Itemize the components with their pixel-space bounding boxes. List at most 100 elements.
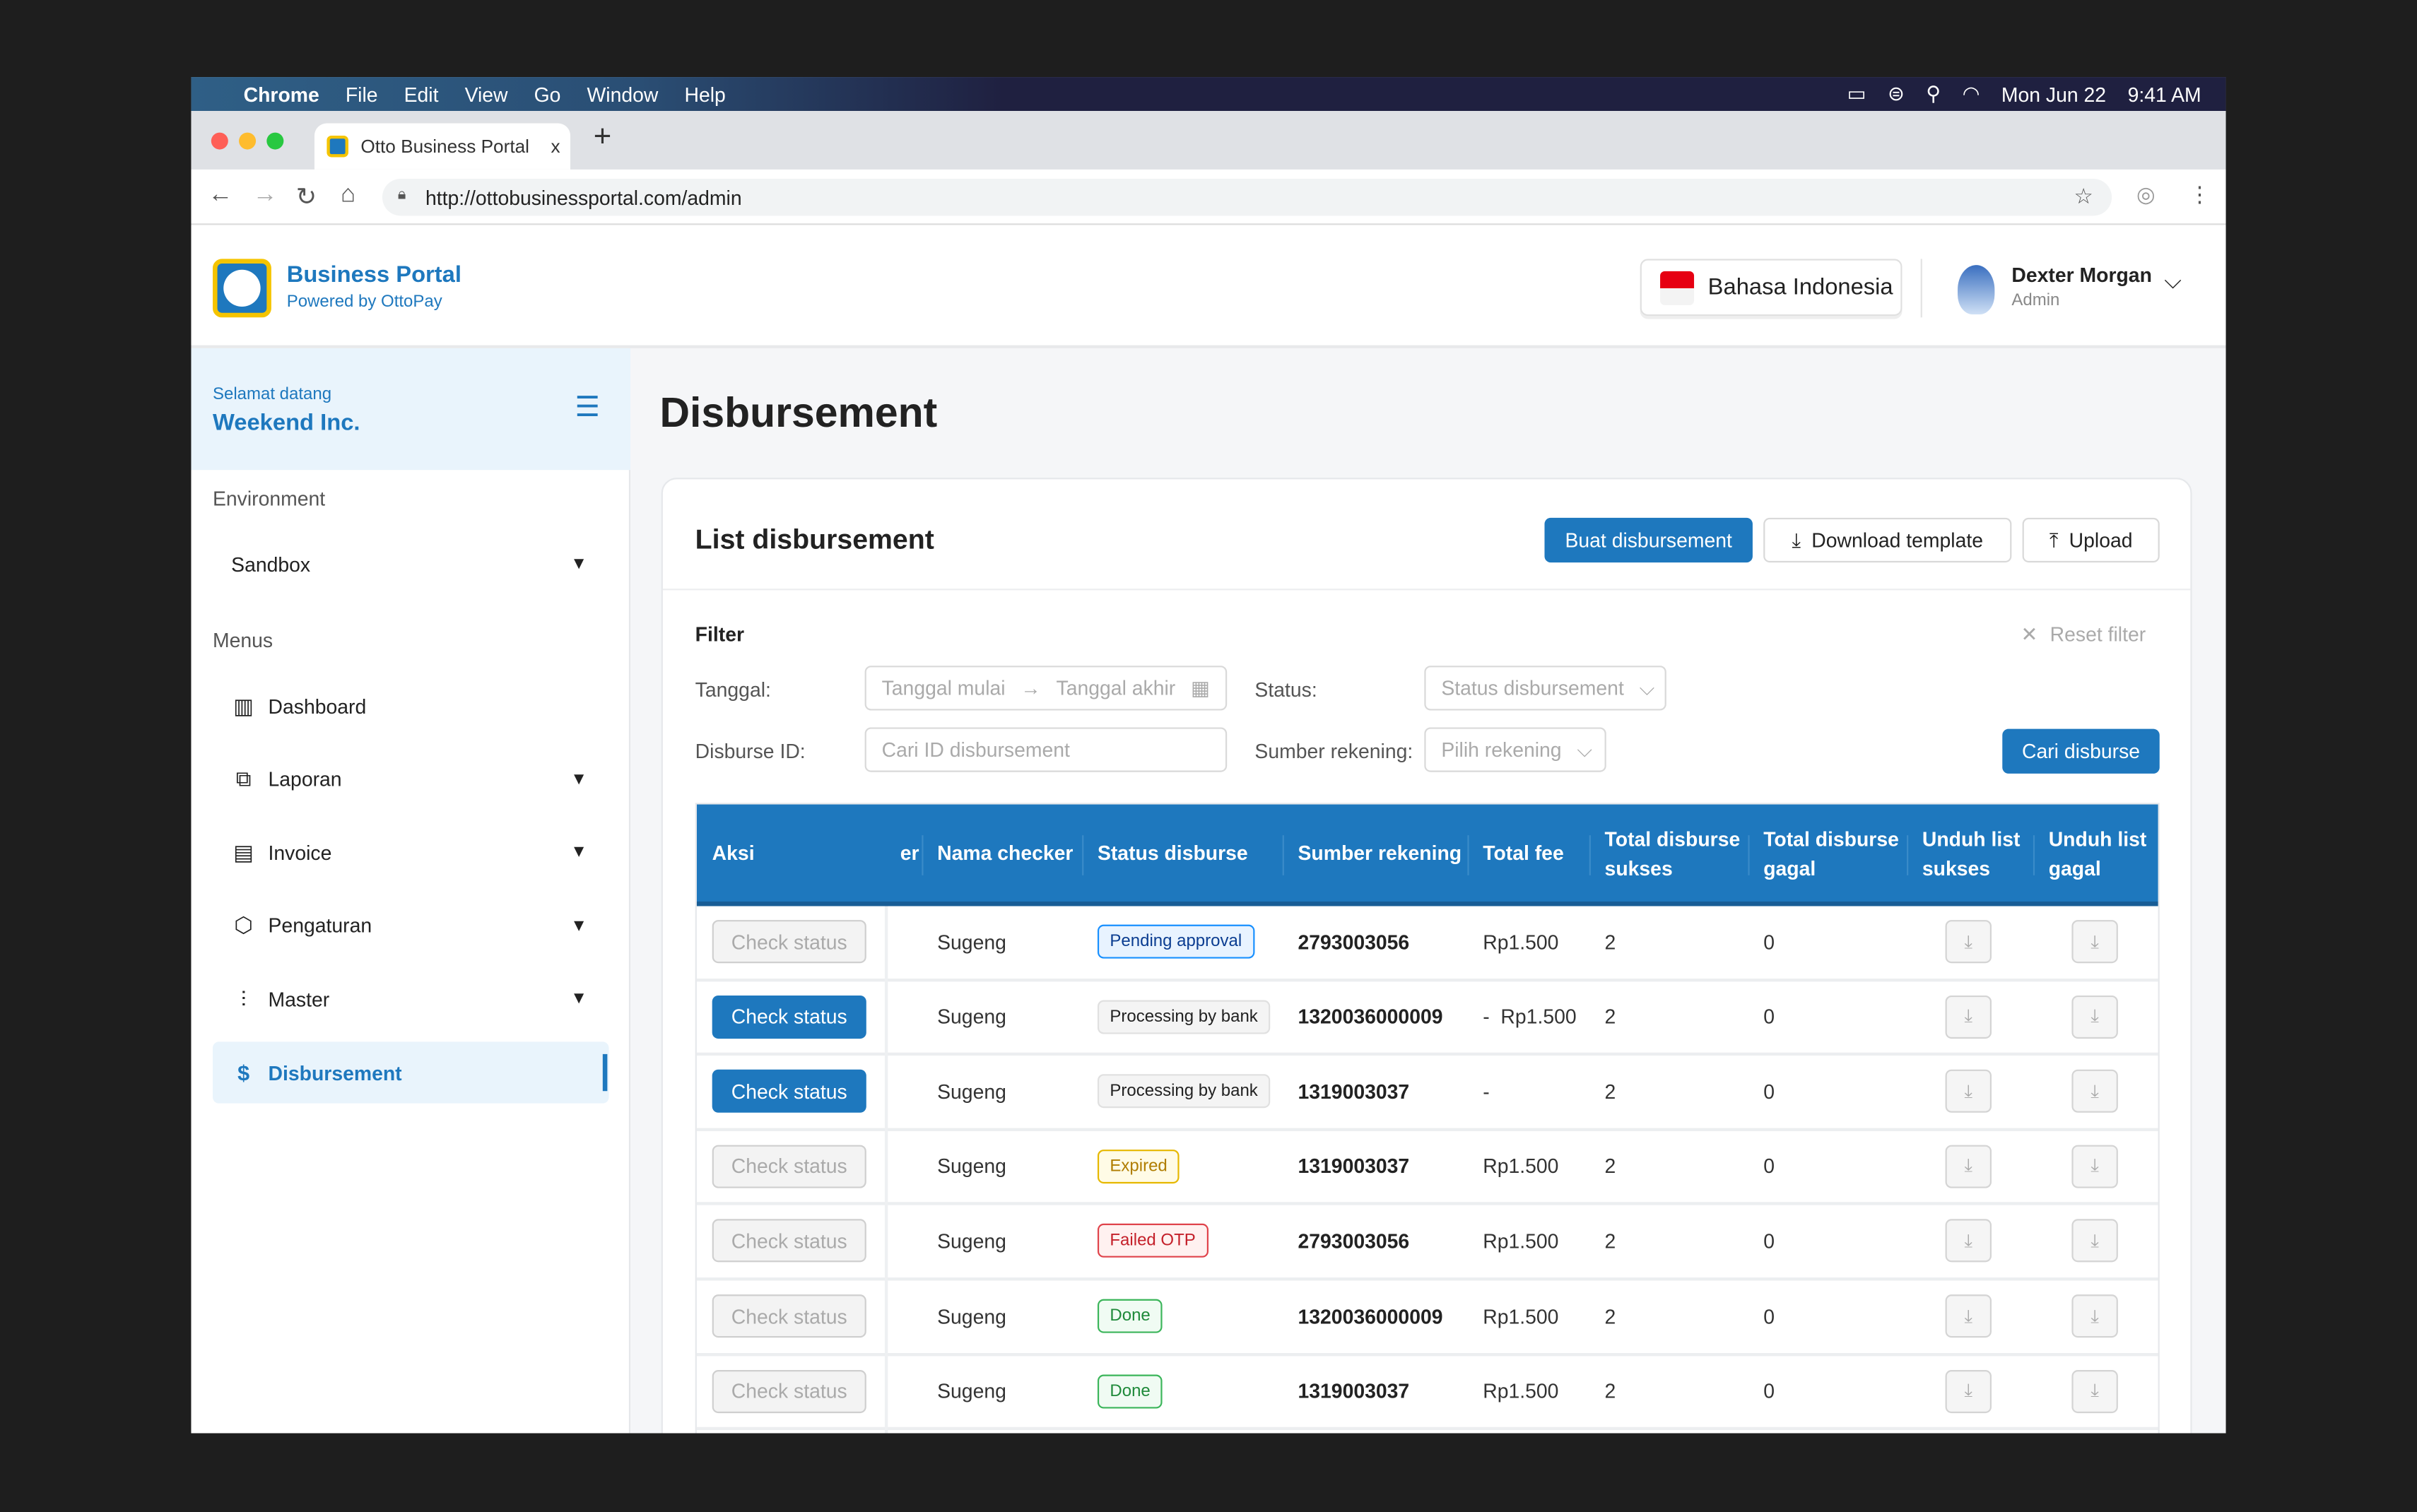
wifi-icon[interactable]: ◠ [1962, 81, 1980, 105]
sidebar-item-label: Dashboard [268, 694, 367, 718]
table-cell: Rp1.500 [1467, 1355, 1589, 1426]
app-header: Business Portal Powered by OttoPay Bahas… [191, 225, 2226, 348]
battery-icon[interactable]: ▭ [1847, 81, 1866, 105]
checker-name: Sugeng [937, 1304, 1006, 1328]
tab-close-icon[interactable]: x [551, 135, 560, 158]
download-success-list-button[interactable]: ⤓ [1945, 1145, 1992, 1188]
close-window-button[interactable] [211, 132, 228, 150]
table-cell: 2793003056 [1283, 906, 1468, 976]
check-status-button[interactable]: Check status [712, 1145, 866, 1188]
sidebar-item-disbursement[interactable]: $ Disbursement [212, 1041, 609, 1104]
download-success-list-button[interactable]: ⤓ [1945, 1219, 1992, 1263]
download-success-list-button[interactable]: ⤓ [1945, 995, 1992, 1039]
avatar[interactable] [1958, 265, 1995, 314]
download-success-list-button[interactable]: ⤓ [1945, 920, 1992, 964]
menu-window[interactable]: Window [587, 82, 659, 106]
maximize-window-button[interactable] [266, 132, 284, 150]
menu-view[interactable]: View [464, 82, 508, 106]
minimize-window-button[interactable] [239, 132, 257, 150]
column-header: er [900, 841, 919, 865]
check-status-button[interactable]: Check status [712, 995, 866, 1039]
upload-button[interactable]: ⤒ Upload [2022, 517, 2160, 563]
reload-icon[interactable]: ↻ [295, 184, 317, 211]
collapse-menu-icon[interactable]: ☰ [575, 391, 600, 423]
control-center-icon[interactable]: ⊜ [1887, 81, 1905, 105]
reset-filter-button[interactable]: ✕ Reset filter [2021, 622, 2146, 647]
download-failed-list-button[interactable]: ⤓ [2071, 1070, 2118, 1114]
search-disburse-button[interactable]: Cari disburse [2002, 728, 2160, 774]
user-menu-chevron-icon[interactable]: ⌵ [2164, 268, 2182, 295]
new-tab-button[interactable]: + [593, 120, 612, 155]
language-selector[interactable]: Bahasa Indonesia [1640, 259, 1903, 317]
check-status-button[interactable]: Check status [712, 1369, 866, 1413]
menu-edit[interactable]: Edit [404, 82, 439, 106]
table-cell: 0 [1748, 1130, 1907, 1201]
check-status-button[interactable]: Check status [712, 1070, 866, 1114]
download-template-button[interactable]: ⤓ Download template [1763, 517, 2012, 563]
back-icon[interactable]: ← [208, 182, 233, 208]
home-icon[interactable]: ⌂ [341, 182, 356, 208]
table-cell: 0 [1748, 1281, 1907, 1352]
user-name[interactable]: Dexter Morgan [2011, 263, 2152, 287]
sidebar-item-dashboard[interactable]: ▥ Dashboard [213, 675, 609, 736]
download-failed-list-button[interactable]: ⤓ [2071, 1369, 2118, 1413]
sidebar-item-master[interactable]: ⫶ Master ▼ [213, 969, 609, 1030]
source-account-select[interactable]: Pilih rekening ⌵ [1424, 727, 1606, 772]
sidebar-item-label: Master [268, 987, 330, 1011]
download-failed-list-button[interactable]: ⤓ [2071, 1294, 2118, 1338]
table-cell: Failed OTP [1082, 1205, 1283, 1276]
menu-file[interactable]: File [345, 82, 378, 106]
check-status-button[interactable]: Check status [712, 1294, 866, 1338]
table-cell: 1319003037 [1283, 1130, 1468, 1201]
url-input[interactable]: 🔒︎ http://ottobusinessportal.com/admin ☆ [382, 179, 2112, 216]
table-cell: Done [1082, 1281, 1283, 1352]
search-icon[interactable]: ⚲ [1926, 81, 1941, 105]
download-failed-list-button[interactable]: ⤓ [2071, 1145, 2118, 1188]
welcome-panel: Selamat datang Weekend Inc. ☰ [191, 348, 631, 471]
header-divider [1082, 835, 1084, 875]
brand-title[interactable]: Business Portal [286, 261, 461, 288]
checker-name: Sugeng [937, 1080, 1006, 1104]
table-cell: Rp1.500 [1467, 906, 1589, 976]
download-failed-list-button[interactable]: ⤓ [2071, 995, 2118, 1039]
sidebar-item-laporan[interactable]: ⧉ Laporan ▼ [213, 748, 609, 810]
sidebar-item-pengaturan[interactable]: ⬡ Pengaturan ▼ [213, 895, 609, 957]
status-select[interactable]: Status disbursement ⌵ [1424, 666, 1666, 711]
total-success: 2 [1604, 1080, 1616, 1104]
download-success-list-button[interactable]: ⤓ [1945, 1294, 1992, 1338]
disburse-id-input[interactable]: Cari ID disbursement [864, 727, 1228, 772]
profile-icon[interactable]: ◎ [2136, 182, 2156, 207]
download-failed-list-button[interactable]: ⤓ [2071, 920, 2118, 964]
environment-select[interactable]: Sandbox ▼ [213, 533, 609, 595]
download-failed-list-button[interactable]: ⤓ [2071, 1219, 2118, 1263]
divider [662, 589, 2191, 591]
bookmark-star-icon[interactable]: ☆ [2074, 183, 2093, 208]
more-menu-icon[interactable]: ⋮ [2189, 182, 2211, 207]
disbursement-table: Aksi er Nama checker Status disburse Sumber … [695, 803, 2160, 1434]
menu-help[interactable]: Help [684, 82, 726, 106]
table-cell: Check status [697, 1130, 885, 1201]
sidebar-item-invoice[interactable]: ▤ Invoice ▼ [213, 822, 609, 883]
date-range-input[interactable]: Tanggal mulai → Tanggal akhir ▦ [864, 666, 1228, 711]
download-success-list-button[interactable]: ⤓ [1945, 1369, 1992, 1413]
download-icon: ⤓ [1964, 1154, 1973, 1176]
download-label: Download template [1811, 528, 1984, 552]
status-badge: Expired [1097, 1149, 1180, 1183]
menu-go[interactable]: Go [534, 82, 561, 106]
sidebar: Selamat datang Weekend Inc. ☰ Environmen… [191, 348, 631, 1434]
column-header: Nama checker [937, 841, 1074, 865]
menu-chrome[interactable]: Chrome [243, 82, 319, 106]
favicon-icon [327, 135, 348, 158]
check-status-button[interactable]: Check status [712, 1219, 866, 1263]
column-header: Total disburse gagal [1763, 827, 1899, 880]
disburse-id-label: Disburse ID: [695, 739, 806, 763]
lock-icon: 🔒︎ [397, 186, 406, 203]
create-disbursement-button[interactable]: Buat disbursement [1544, 517, 1753, 563]
forward-icon[interactable]: → [252, 182, 278, 208]
status-badge: Processing by bank [1097, 1074, 1271, 1109]
header-divider [2033, 835, 2035, 875]
ottopay-logo[interactable] [212, 259, 271, 318]
browser-tab[interactable]: Otto Business Portal x [314, 123, 571, 170]
download-success-list-button[interactable]: ⤓ [1945, 1070, 1992, 1114]
check-status-button[interactable]: Check status [712, 920, 866, 964]
